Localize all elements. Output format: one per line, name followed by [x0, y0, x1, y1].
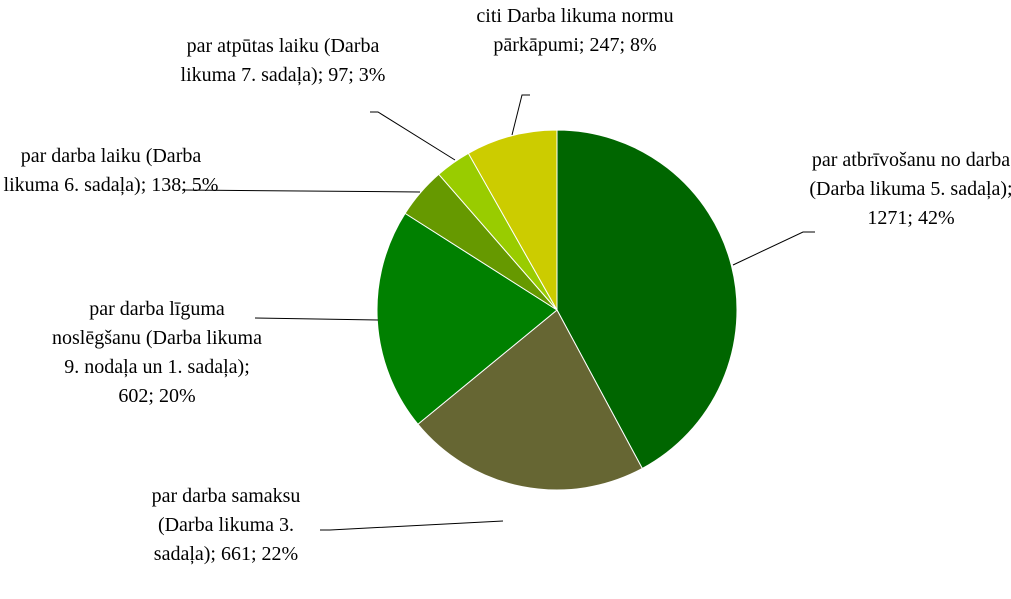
data-label: par atpūtas laiku (Darba likuma 7. sadaļ…	[178, 32, 388, 90]
data-label: par darba līguma noslēgšanu (Darba likum…	[52, 295, 262, 411]
data-label: par darba laiku (Darba likuma 6. sadaļa)…	[0, 142, 222, 200]
category-label: par atpūtas laiku (Darba likuma 7. sadaļ…	[180, 35, 380, 86]
leader-line	[511, 94, 530, 136]
pie-slice	[376, 212, 558, 425]
value-label: 661; 22%	[220, 543, 299, 565]
leader-line	[732, 231, 815, 266]
category-label: par darba laiku (Darba likuma 6. sadaļa)…	[3, 145, 202, 196]
data-label: par atbrīvošanu no darba (Darba likuma 5…	[800, 146, 1011, 233]
pie-slice	[467, 129, 558, 312]
leader-line	[254, 317, 379, 321]
category-label: citi Darba likuma normu pārkāpumi;	[476, 5, 674, 56]
leader-line	[181, 189, 421, 193]
value-label: 247; 8%	[589, 34, 657, 56]
value-label: 602; 20%	[118, 385, 196, 407]
category-label: par darba līguma noslēgšanu (Darba likum…	[52, 298, 262, 378]
data-label: citi Darba likuma normu pārkāpumi; 247; …	[470, 2, 680, 60]
value-label: 138; 5%	[151, 174, 219, 196]
pie-slice	[417, 309, 643, 491]
data-label: par darba samaksu (Darba likuma 3. sadaļ…	[128, 482, 324, 569]
category-label: par atbrīvošanu no darba (Darba likuma 5…	[809, 149, 1011, 200]
leader-line	[370, 111, 456, 161]
pie-slice	[556, 129, 738, 470]
value-label: 97; 3%	[328, 64, 386, 86]
value-label: 1271; 42%	[867, 207, 955, 229]
category-label: par darba samaksu (Darba likuma 3. sadaļ…	[151, 485, 301, 565]
leader-line	[320, 520, 504, 531]
